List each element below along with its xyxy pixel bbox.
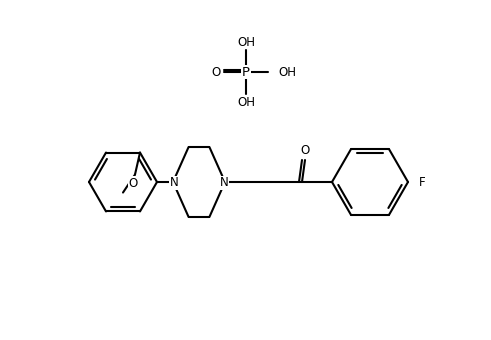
Text: OH: OH — [237, 96, 255, 108]
Text: N: N — [169, 176, 178, 189]
Text: OH: OH — [278, 66, 296, 79]
Text: F: F — [419, 175, 425, 188]
Text: N: N — [219, 176, 228, 189]
Text: P: P — [242, 66, 250, 79]
Text: O: O — [128, 177, 137, 190]
Text: O: O — [300, 144, 310, 157]
Text: OH: OH — [237, 35, 255, 49]
Text: O: O — [211, 66, 220, 79]
